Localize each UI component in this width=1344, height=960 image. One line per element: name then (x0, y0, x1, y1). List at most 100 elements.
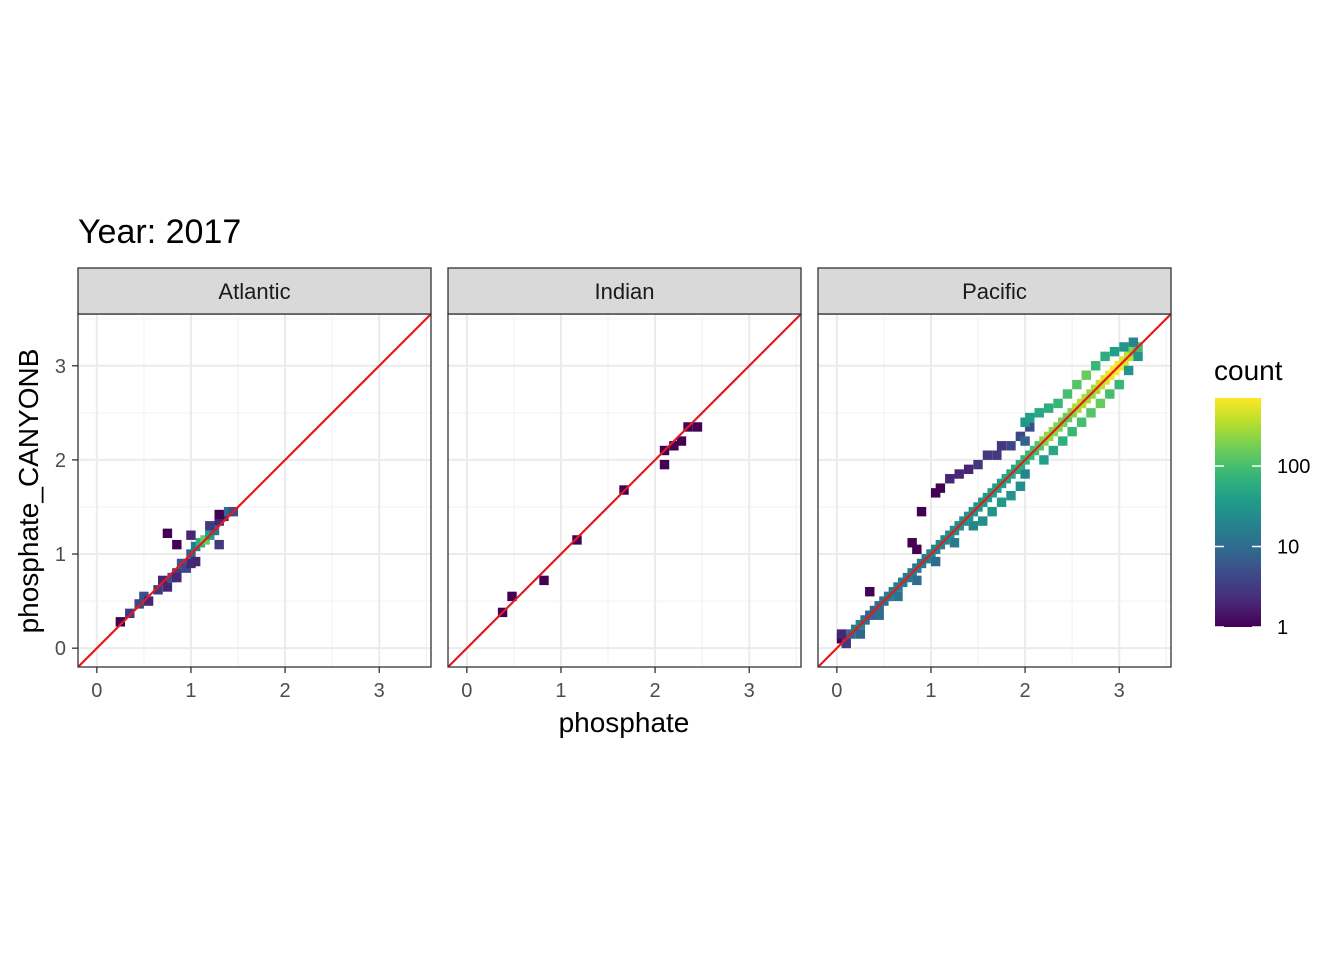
x-tick-label: 1 (555, 680, 566, 702)
x-tick-label: 3 (1114, 680, 1125, 702)
heatmap-bin (1090, 361, 1101, 371)
heatmap-bin (139, 591, 149, 602)
heatmap-bin (186, 530, 196, 540)
facet-strip-label: Atlantic (218, 279, 290, 304)
legend-colorbar (1215, 398, 1261, 627)
heatmap-bin (912, 544, 922, 555)
x-tick-label: 2 (1020, 680, 1031, 702)
heatmap-bin (1020, 469, 1030, 479)
heatmap-bin (153, 585, 163, 595)
heatmap-bin (954, 469, 964, 479)
color-legend: count 1 10 100 (1214, 355, 1310, 639)
heatmap-bin (1119, 342, 1129, 352)
heatmap-bin (1039, 455, 1049, 465)
heatmap-bin (1015, 481, 1026, 491)
heatmap-bin (214, 509, 224, 520)
heatmap-bin (214, 516, 224, 526)
facet-strip (817, 267, 1172, 315)
heatmap-bin (1105, 389, 1115, 399)
legend-break-label: 1 (1277, 617, 1288, 639)
heatmap-bin (935, 483, 946, 493)
heatmap-bin (162, 582, 173, 592)
heatmap-bin (930, 488, 941, 498)
heatmap-bin (949, 538, 960, 548)
x-tick-label: 3 (744, 680, 755, 702)
legend-break-label: 10 (1277, 537, 1299, 559)
heatmap-bin (987, 506, 997, 517)
y-tick-label: 0 (55, 638, 66, 660)
heatmap-bin (205, 521, 215, 531)
heatmap-bin (893, 591, 903, 602)
heatmap-bin (1123, 365, 1134, 376)
y-tick-label: 1 (55, 544, 66, 566)
heatmap-bin (996, 441, 1007, 451)
heatmap-bin (1114, 379, 1124, 390)
heatmap-bin (190, 556, 201, 567)
heatmap-bin (172, 568, 182, 578)
heatmap-bin (1062, 389, 1073, 399)
heatmap-bin (996, 497, 1007, 507)
heatmap-bin (172, 572, 182, 583)
x-tick-label: 2 (650, 680, 661, 702)
heatmap-bin (945, 474, 955, 484)
x-axis-title: phosphate (559, 707, 690, 738)
heatmap-bin (190, 541, 201, 552)
heatmap-bin (1076, 417, 1087, 427)
heatmap-bin (162, 528, 173, 539)
heatmap-bin (973, 459, 983, 470)
panel-grid (448, 314, 801, 667)
heatmap-bin (836, 629, 847, 639)
heatmap-bin (1109, 346, 1120, 357)
x-tick-label: 1 (925, 680, 936, 702)
heatmap-bin (134, 599, 144, 609)
heatmap-bin (659, 459, 670, 470)
heatmap-bin (1100, 351, 1110, 362)
heatmap-bin (115, 617, 126, 627)
heatmap-bin (1020, 417, 1030, 427)
heatmap-bin (916, 506, 927, 517)
facet-panel-pacific: Pacific 0 1 2 3 (817, 267, 1172, 702)
facet-panel-indian: Indian 0 1 2 3 (447, 267, 802, 702)
facet-strip (77, 267, 432, 315)
x-tick-label: 0 (461, 680, 472, 702)
legend-title: count (1214, 355, 1283, 386)
heatmap-bin (1053, 398, 1063, 409)
y-axis-title: phosphate_CANYONB (13, 349, 44, 634)
facet-strip (447, 267, 802, 315)
heatmap-bin (1020, 436, 1030, 446)
heatmap-bin (143, 596, 154, 606)
heatmap-bin (1034, 408, 1044, 418)
heatmap-bin (930, 556, 941, 567)
heatmap-bin (1067, 426, 1077, 437)
x-tick-label: 2 (280, 680, 291, 702)
legend-break-label: 100 (1277, 456, 1310, 478)
heatmap-bin (1006, 490, 1016, 501)
panel-grid (78, 314, 431, 667)
heatmap-bin (1128, 337, 1139, 347)
heatmap-bin (907, 538, 917, 548)
x-tick-label: 0 (91, 680, 102, 702)
heatmap-bin (865, 586, 875, 597)
heatmap-bin (1072, 379, 1082, 390)
heatmap-bin (855, 629, 866, 639)
heatmap-bin (874, 610, 884, 620)
heatmap-bin (978, 516, 988, 526)
heatmap-bin (676, 436, 687, 446)
heatmap-bin (172, 539, 182, 550)
heatmap-bin (539, 575, 549, 586)
heatmap-bin (968, 521, 979, 531)
heatmap-bin (572, 535, 582, 545)
heatmap-bin (186, 558, 196, 569)
facet-panels: Atlantic 0 1 2 3 0 1 2 3 Indian 0 1 2 3 Pacific 0 1 2 3 (55, 267, 1172, 702)
facet-strip-label: Indian (595, 279, 655, 304)
heatmap-bin (669, 441, 679, 451)
heatmap-bin (963, 464, 974, 475)
heatmap-bin (1086, 408, 1096, 418)
x-tick-label: 1 (185, 680, 196, 702)
heatmap-bin (1081, 370, 1091, 380)
facet-panel-atlantic: Atlantic 0 1 2 3 0 1 2 3 (55, 267, 432, 702)
heatmap-bin (158, 575, 168, 586)
heatmap-bin (219, 511, 229, 522)
heatmap-bin (214, 539, 224, 550)
reference-line (78, 314, 431, 667)
